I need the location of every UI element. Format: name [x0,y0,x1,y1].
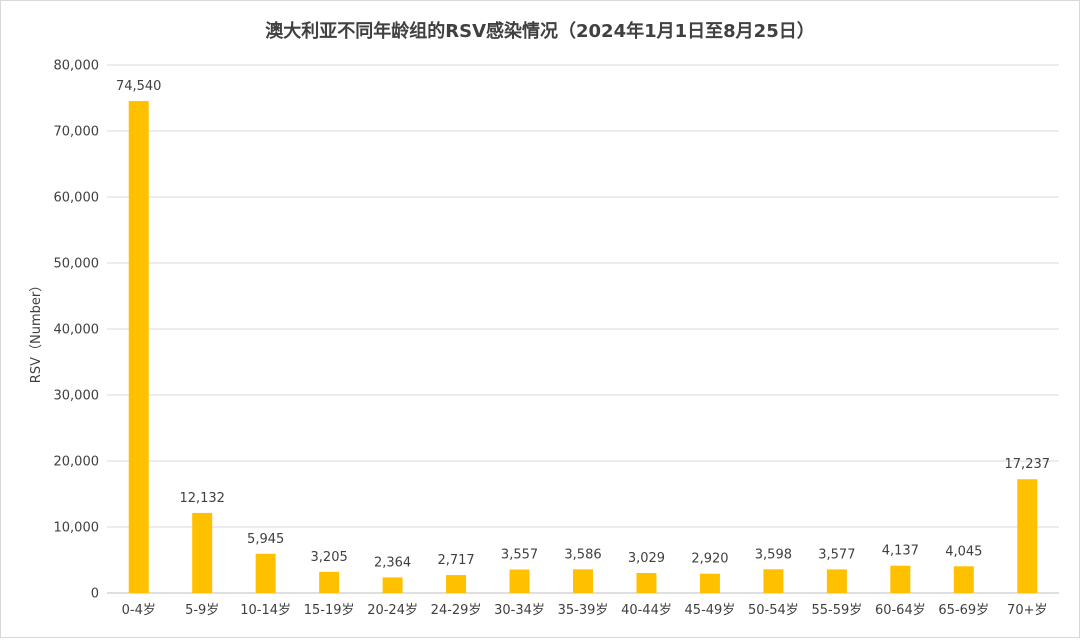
y-tick-label: 0 [91,587,99,602]
bar [382,577,403,593]
data-labels: 74,540 12,132 5,945 3,205 2,364 2,717 3,557 3,5… [116,79,1050,570]
x-tick-label: 24-29岁 [431,603,482,618]
x-tick-label: 65-69岁 [938,603,989,618]
y-tick-label: 60,000 [54,191,100,206]
data-label: 74,540 [116,79,162,94]
y-tick-label: 30,000 [54,389,100,404]
x-tick-label: 10-14岁 [240,603,291,618]
bar [573,569,593,593]
x-tick-label: 50-54岁 [748,603,799,618]
x-tick-label: 20-24岁 [367,603,418,618]
bar [319,571,340,593]
bars [128,101,1038,593]
data-label: 4,045 [945,544,982,559]
x-tick-label: 60-64岁 [875,603,926,618]
bar [763,569,784,593]
y-tick-label: 10,000 [54,521,100,536]
x-tick-label: 35-39岁 [558,603,609,618]
data-label: 3,557 [501,548,538,563]
x-axis-ticks: 0-4岁 5-9岁 10-14岁 15-19岁 20-24岁 24-29岁 30-34岁 35… [122,603,1048,618]
y-tick-label: 50,000 [54,257,100,272]
data-label: 3,029 [628,551,665,566]
x-tick-label: 0-4岁 [122,603,156,618]
data-label: 4,137 [882,544,919,559]
bar [509,569,530,593]
data-label: 3,598 [755,547,792,562]
bar [1017,479,1038,593]
data-label: 3,205 [311,550,348,565]
gridlines [107,64,1059,594]
data-label: 12,132 [179,491,225,506]
data-label: 3,577 [818,547,855,562]
chart-title: 澳大利亚不同年龄组的RSV感染情况（2024年1月1日至8月25日） [265,20,814,42]
bar [255,553,276,593]
bar [890,565,911,593]
y-tick-label: 70,000 [54,125,100,140]
y-axis-title: RSV（Number） [29,279,44,383]
x-tick-label: 40-44岁 [621,603,672,618]
x-tick-label: 55-59岁 [811,603,862,618]
bar [826,569,847,593]
data-label: 3,586 [564,547,601,562]
y-axis-ticks: 0 10,000 20,000 30,000 40,000 50,000 60,000 70,… [54,59,100,602]
x-tick-label: 5-9岁 [185,603,219,618]
bar [128,101,149,593]
x-tick-label: 30-34岁 [494,603,545,618]
y-tick-label: 20,000 [54,455,100,470]
data-label: 2,920 [691,552,728,567]
y-tick-label: 80,000 [54,59,100,74]
x-tick-label: 45-49岁 [685,603,736,618]
x-tick-label: 15-19岁 [304,603,355,618]
data-label: 5,945 [247,532,284,547]
y-tick-label: 40,000 [54,323,100,338]
bar [636,573,657,593]
data-label: 2,364 [374,555,411,570]
data-label: 17,237 [1005,457,1051,472]
x-tick-label: 70+岁 [1007,603,1047,618]
bar [446,575,467,593]
bar [699,573,720,593]
data-label: 2,717 [437,553,474,568]
bar [192,512,213,593]
bar [953,566,974,593]
